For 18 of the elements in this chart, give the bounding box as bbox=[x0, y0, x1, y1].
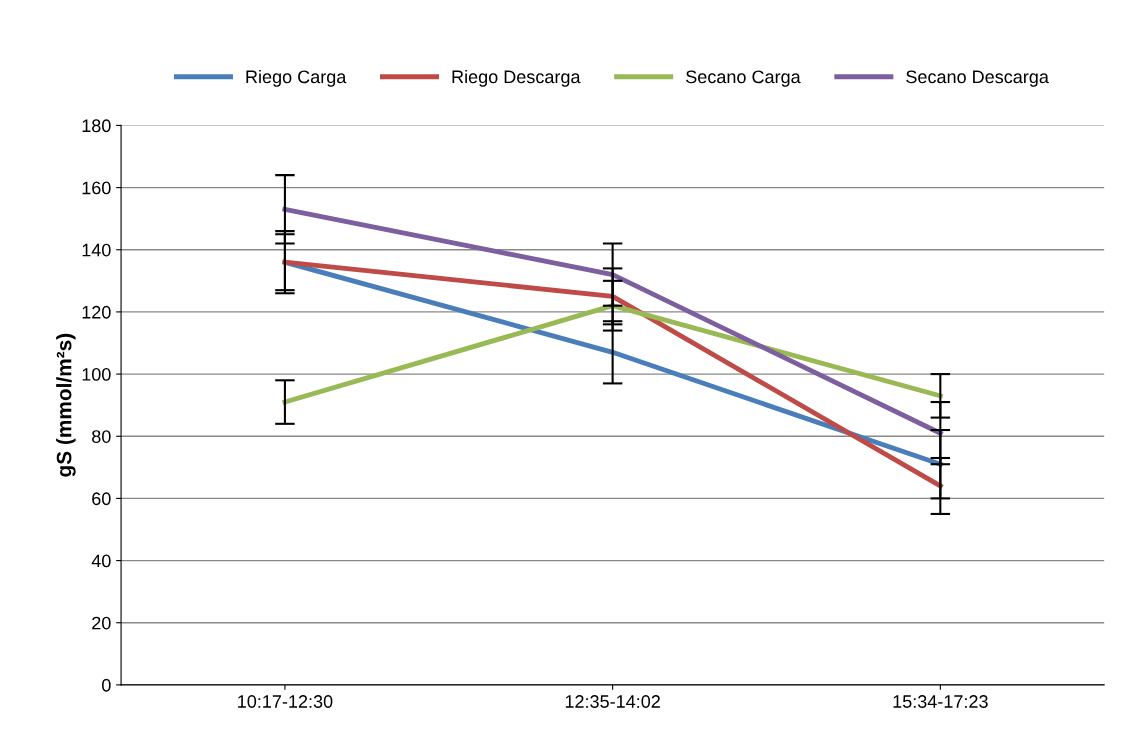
y-tick-label: 140 bbox=[82, 243, 111, 257]
y-tick-label: 180 bbox=[82, 119, 111, 133]
x-tick-label: 10:17-12:30 bbox=[238, 695, 333, 708]
x-tick-label: 12:35-14:02 bbox=[565, 695, 660, 708]
y-tick-label: 120 bbox=[82, 305, 111, 319]
x-tick-label: 15:34-17:23 bbox=[893, 695, 988, 708]
legend-label: Riego Descarga bbox=[452, 69, 581, 87]
legend-label: Secano Descarga bbox=[906, 70, 1049, 87]
y-tick-label: 160 bbox=[82, 181, 111, 195]
y-tick-label: 20 bbox=[92, 616, 111, 630]
legend-label: Riego Carga bbox=[246, 69, 347, 87]
y-tick-label: 60 bbox=[92, 492, 111, 506]
y-axis-title: gS (mmol/m²s) bbox=[56, 333, 76, 477]
y-tick-label: 0 bbox=[102, 678, 111, 692]
y-tick-label: 80 bbox=[92, 430, 111, 443]
y-tick-label: 100 bbox=[82, 368, 111, 381]
y-tick-label: 40 bbox=[91, 554, 111, 568]
legend-label: Secano Carga bbox=[686, 70, 801, 87]
